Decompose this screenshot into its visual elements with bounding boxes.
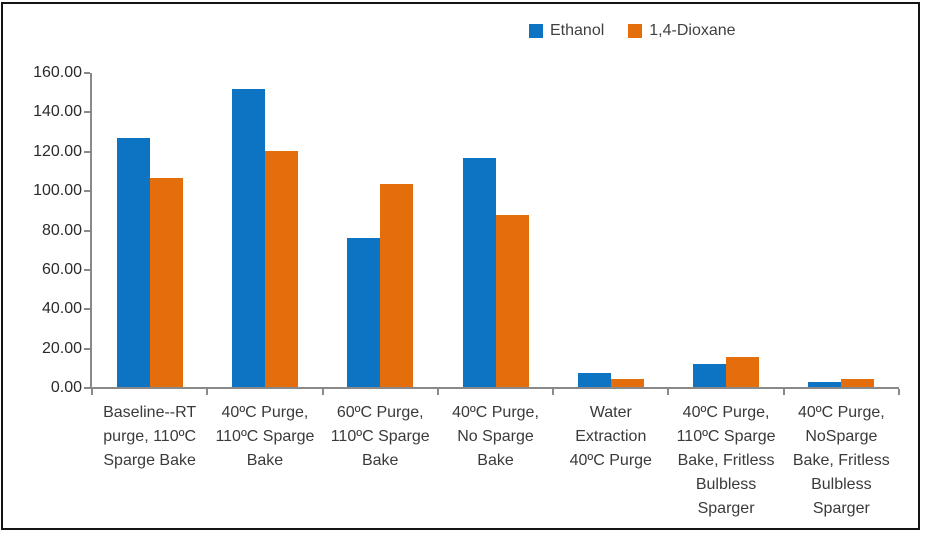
x-axis-tick-mark (667, 389, 670, 395)
x-axis-category-label: Water Extraction 40ºC Purge (569, 404, 652, 469)
y-axis-line (90, 73, 92, 388)
y-axis-tick-label: 60.00 (41, 260, 82, 278)
bar-dioxane-7 (841, 378, 875, 388)
x-axis-tick-mark (552, 389, 555, 395)
x-axis-tick-mark (91, 389, 93, 395)
y-axis-tick-mark (84, 387, 90, 389)
bar-dioxane-6 (726, 356, 760, 388)
y-axis-tick-label: 100.00 (33, 182, 82, 200)
bar-dioxane-5 (610, 378, 644, 388)
legend-label-dioxane: 1,4-Dioxane (649, 22, 736, 39)
y-axis-tick-label: 120.00 (33, 142, 82, 160)
x-axis-category-label: 40ºC Purge, NoSparge Bake, Fritless Bulb… (792, 404, 890, 517)
x-axis-line (90, 387, 899, 389)
x-axis-tick-mark (321, 389, 324, 395)
y-axis-tick-mark (84, 268, 90, 271)
legend-label-ethanol: Ethanol (550, 22, 605, 39)
y-axis-tick-mark (84, 190, 90, 193)
x-axis-tick-mark (782, 389, 785, 395)
bar-ethanol-1 (116, 138, 150, 388)
bar-ethanol-5 (577, 373, 611, 388)
x-axis-category-label: Baseline--RT purge, 110ºC Sparge Bake (103, 404, 197, 469)
chart-legend: Ethanol 1,4-Dioxane (529, 21, 736, 41)
y-axis-tick-label: 160.00 (33, 64, 82, 81)
bar-ethanol-2 (231, 88, 265, 388)
bar-dioxane-1 (149, 177, 183, 388)
y-axis-tick-mark (84, 150, 90, 153)
x-axis-tick-mark (206, 389, 209, 395)
bar-ethanol-6 (693, 363, 727, 388)
y-axis-tick-label: 0.00 (50, 379, 82, 396)
x-axis-tick-mark (898, 389, 900, 395)
legend-item-dioxane: 1,4-Dioxane (628, 22, 736, 40)
bar-dioxane-2 (264, 151, 298, 388)
bar-ethanol-4 (462, 158, 496, 388)
y-axis-tick-label: 80.00 (41, 221, 82, 239)
y-axis-tick-label: 20.00 (41, 339, 82, 357)
x-axis-category-label: 40ºC Purge, 110ºC Sparge Bake (215, 404, 315, 469)
x-axis-category-label: 40ºC Purge, 110ºC Sparge Bake, Fritless … (676, 404, 776, 517)
bar-ethanol-7 (808, 381, 842, 388)
y-axis-tick-mark (84, 347, 90, 350)
bar-dioxane-3 (380, 183, 414, 388)
x-axis-category-label: 40ºC Purge, No Sparge Bake (452, 404, 539, 469)
y-axis-tick-mark (84, 111, 90, 114)
x-axis-category-label: 60ºC Purge, 110ºC Sparge Bake (330, 404, 430, 469)
y-axis-tick-mark (84, 72, 90, 74)
bar-ethanol-3 (347, 237, 381, 388)
x-axis-tick-mark (436, 389, 439, 395)
y-axis-tick-mark (84, 229, 90, 232)
legend-item-ethanol: Ethanol (529, 22, 604, 40)
y-axis-tick-mark (84, 308, 90, 311)
y-axis-tick-label: 40.00 (41, 300, 82, 318)
legend-swatch-ethanol-icon (529, 24, 543, 38)
legend-swatch-dioxane-icon (628, 24, 643, 38)
y-axis-tick-label: 140.00 (33, 103, 82, 121)
bar-dioxane-4 (495, 215, 529, 388)
